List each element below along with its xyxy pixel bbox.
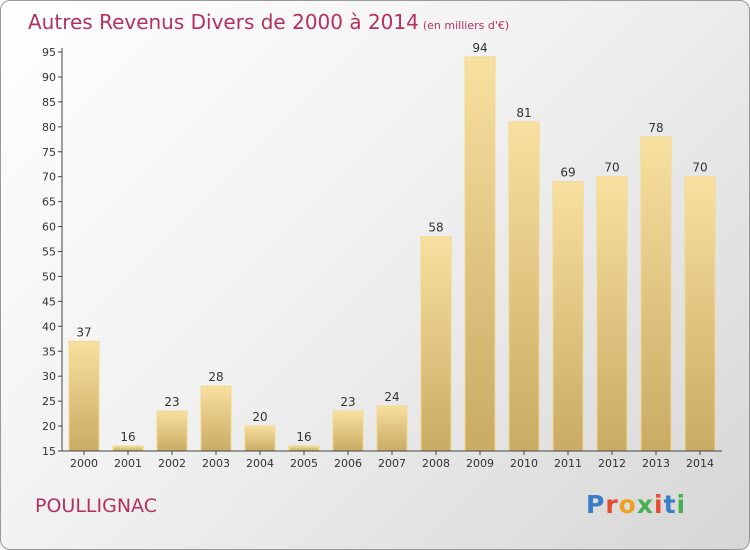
bar-value-label: 28 — [208, 370, 223, 384]
bar-value-label: 70 — [604, 161, 619, 175]
bar — [376, 405, 408, 452]
chart-title-unit: (en milliers d'€) — [422, 19, 510, 32]
bar-value-label: 24 — [384, 390, 399, 404]
bar-value-label: 58 — [428, 221, 443, 235]
bar-value-label: 20 — [252, 410, 267, 424]
bar — [156, 410, 188, 452]
bar-value-label: 16 — [120, 430, 135, 444]
bar — [244, 425, 276, 452]
bars: 37 16 23 28 20 16 23 24 58 94 81 69 70 78 70 — [68, 41, 716, 452]
y-tick-label: 70 — [42, 171, 56, 184]
bar — [200, 385, 232, 452]
x-tick-label: 2014 — [686, 457, 714, 470]
bar — [552, 181, 584, 452]
bar — [640, 136, 672, 452]
bar — [684, 176, 716, 452]
y-tick-label: 95 — [42, 46, 56, 59]
y-tick-label: 15 — [42, 445, 56, 458]
y-tick-label: 40 — [42, 320, 56, 333]
y-tick-label: 85 — [42, 96, 56, 109]
y-tick-label: 75 — [42, 146, 56, 159]
bar — [68, 340, 100, 452]
y-tick-label: 90 — [42, 71, 56, 84]
x-tick-label: 2011 — [554, 457, 582, 470]
bar-value-label: 23 — [164, 395, 179, 409]
x-tick-label: 2008 — [422, 457, 450, 470]
x-tick-label: 2003 — [202, 457, 230, 470]
chart-title: Autres Revenus Divers de 2000 à 2014 (en … — [28, 10, 509, 34]
bar-value-label: 16 — [296, 430, 311, 444]
y-tick-label: 35 — [42, 345, 56, 358]
y-tick-label: 80 — [42, 121, 56, 134]
logo-letter: i — [654, 490, 664, 519]
logo-letter: t — [663, 490, 677, 519]
commune-name: POULLIGNAC — [35, 495, 157, 517]
logo-letter: r — [605, 490, 619, 519]
logo-letter: x — [636, 490, 654, 519]
bar-value-label: 81 — [516, 106, 531, 120]
chart-title-text: Autres Revenus Divers de 2000 à 2014 — [28, 10, 419, 34]
x-tick-label: 2005 — [290, 457, 318, 470]
logo-letter: i — [676, 490, 687, 519]
y-tick-label: 65 — [42, 196, 56, 209]
x-tick-label: 2009 — [466, 457, 494, 470]
y-tick-label: 20 — [42, 420, 56, 433]
bar-value-label: 37 — [76, 325, 91, 339]
bar — [420, 236, 452, 452]
x-tick-label: 2002 — [158, 457, 186, 470]
y-tick-label: 30 — [42, 370, 56, 383]
proxiti-logo: Proxiti — [586, 490, 686, 519]
y-tick-label: 55 — [42, 246, 56, 259]
x-tick-label: 2001 — [114, 457, 142, 470]
y-tick-label: 50 — [42, 270, 56, 283]
y-tick-label: 45 — [42, 295, 56, 308]
x-tick-label: 2007 — [378, 457, 406, 470]
x-tick-label: 2012 — [598, 457, 626, 470]
bar-value-label: 69 — [560, 166, 575, 180]
y-tick-label: 60 — [42, 221, 56, 234]
logo-letter: o — [618, 490, 637, 519]
bar — [596, 176, 628, 452]
bar — [112, 445, 144, 452]
logo-letter: P — [586, 490, 606, 519]
x-tick-label: 2004 — [246, 457, 274, 470]
bar — [332, 410, 364, 452]
x-axis: 2000 2001 2002 2003 2004 2005 2006 2007 2008 2009… — [62, 450, 722, 470]
bar-value-label: 94 — [472, 41, 487, 55]
x-tick-label: 2006 — [334, 457, 362, 470]
x-tick-label: 2000 — [70, 457, 98, 470]
bar — [508, 121, 540, 452]
bar — [288, 445, 320, 452]
x-tick-label: 2010 — [510, 457, 538, 470]
x-tick-label: 2013 — [642, 457, 670, 470]
bar-value-label: 78 — [648, 121, 663, 135]
y-axis: 15 20 25 30 35 40 45 50 55 60 65 70 75 80 85 90 95 — [42, 46, 63, 458]
bar — [464, 56, 496, 452]
y-tick-label: 25 — [42, 395, 56, 408]
bar-value-label: 70 — [692, 161, 707, 175]
bar-value-label: 23 — [340, 395, 355, 409]
